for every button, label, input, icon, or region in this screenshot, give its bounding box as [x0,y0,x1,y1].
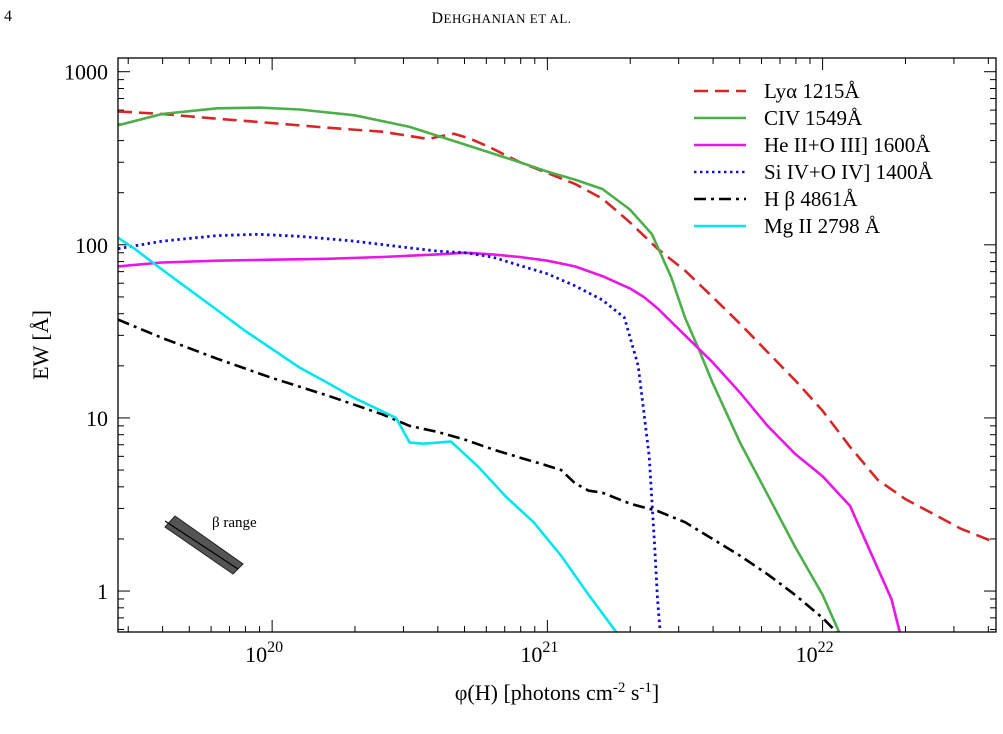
beta-range-annotation: β range [164,515,257,575]
legend-label-4: H β 4861Å [764,187,858,211]
legend: Lyα 1215Å CIV 1549Å He II+O III] 1600Å Si I… [694,79,934,238]
legend-label-2: He II+O III] 1600Å [764,133,931,157]
x-tick-label-base: 10 [245,642,267,667]
legend-label-0: Lyα 1215Å [764,79,860,103]
x-tick-label-exponent: 20 [267,639,283,656]
y-tick-label: 100 [75,233,108,258]
y-axis-title: EW [Å] [28,310,53,380]
x-tick-label-exponent: 21 [542,639,558,656]
legend-label-3: Si IV+O IV] 1400Å [764,160,934,184]
series-line-1 [118,106,841,632]
x-tick-label: 1020 [245,639,283,667]
y-tick-label: 1000 [64,60,108,85]
series-line-3 [118,232,662,632]
x-tick-label: 1021 [520,639,558,667]
plot-frame [117,57,997,633]
x-tick-label-exponent: 22 [818,639,834,656]
series-line-4 [118,318,838,632]
y-tick-label: 1 [97,579,108,604]
series-line-5 [118,236,618,632]
y-tick-label: 10 [86,406,108,431]
x-tick-label: 1022 [796,639,834,667]
x-tick-label-base: 10 [520,642,542,667]
series-layer [118,106,996,632]
running-head-initial: D [431,10,444,27]
legend-label-1: CIV 1549Å [764,106,863,130]
x-axis-title: φ(H) [photons cm-2 s-1] [455,680,660,705]
running-head-text: EHGHANIAN ET AL. [443,11,572,26]
running-head: DEHGHANIAN ET AL. [0,10,1003,28]
beta-range-line [164,520,239,570]
axis-ticks [118,58,996,632]
series-line-0 [118,110,996,545]
page-number: 4 [4,8,12,25]
legend-label-5: Mg II 2798 Å [764,214,881,238]
series-line-2 [118,251,901,632]
x-tick-label-base: 10 [796,642,818,667]
beta-range-label: β range [212,515,257,531]
